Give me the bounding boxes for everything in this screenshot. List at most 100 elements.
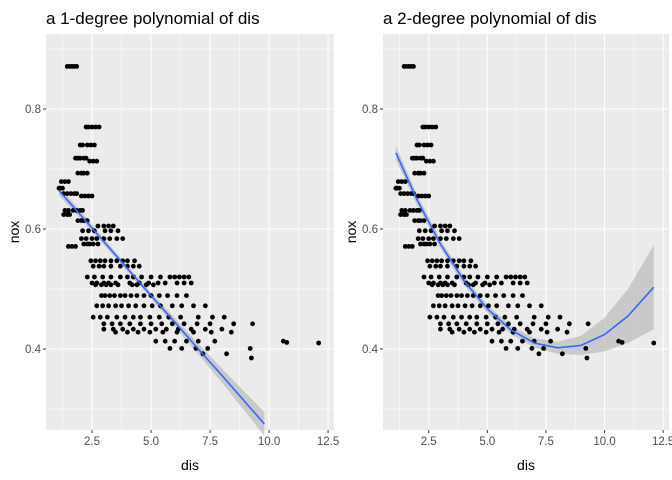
- left-data-point: [191, 303, 196, 309]
- right-data-point: [515, 303, 521, 309]
- panel-left-points: [56, 64, 322, 361]
- left-data-point: [114, 258, 120, 264]
- right-data-point: [450, 314, 456, 320]
- left-data-point: [156, 293, 162, 298]
- left-data-point: [90, 241, 96, 247]
- panel-left-title: a 1-degree polynomial of dis: [46, 9, 260, 28]
- left-data-point: [134, 282, 140, 288]
- right-data-point: [459, 293, 464, 298]
- left-data-point: [101, 223, 107, 229]
- left-data-point: [195, 338, 201, 344]
- left-data-point: [58, 179, 64, 185]
- right-data-point: [427, 241, 433, 247]
- panel-left-ticks: 2.5 5.0 7.5 10.0 12.5 0.4 0.6 0.8: [25, 104, 339, 448]
- left-data-point: [130, 263, 136, 269]
- left-data-point: [114, 236, 120, 242]
- right-data-point: [426, 236, 432, 242]
- right-data-point: [475, 274, 481, 280]
- left-data-point: [114, 314, 120, 320]
- right-data-point: [435, 293, 441, 298]
- left-data-point: [130, 326, 136, 332]
- left-data-point: [179, 303, 185, 309]
- left-data-point: [90, 263, 96, 269]
- left-data-point: [83, 236, 89, 242]
- right-y-tick-label: 0.6: [362, 224, 378, 236]
- right-data-point: [522, 274, 528, 280]
- left-x-tick-label: 10.0: [258, 436, 280, 448]
- left-x-tick-label: 2.5: [84, 436, 100, 448]
- left-data-point: [207, 321, 213, 327]
- right-data-point: [454, 321, 460, 327]
- right-data-point: [425, 142, 430, 148]
- left-data-point: [138, 321, 143, 327]
- right-data-point: [416, 228, 422, 234]
- panel-right-title: a 2-degree polynomial of dis: [383, 9, 597, 28]
- right-data-point: [502, 314, 508, 320]
- left-data-point: [89, 236, 95, 242]
- panel-right-grid: [383, 34, 669, 430]
- right-data-point: [436, 303, 442, 309]
- right-x-tick-label: 7.5: [538, 436, 554, 448]
- left-data-point: [126, 303, 132, 309]
- right-data-point: [422, 228, 428, 234]
- left-data-point: [69, 244, 75, 249]
- left-data-point: [205, 346, 211, 351]
- right-data-point: [508, 274, 514, 280]
- right-data-point: [429, 258, 435, 264]
- right-data-point: [427, 314, 433, 320]
- left-data-point: [73, 244, 78, 249]
- left-data-point: [107, 236, 113, 242]
- left-data-point: [155, 280, 161, 286]
- left-data-point: [79, 236, 84, 242]
- left-data-point: [97, 314, 103, 320]
- left-data-point: [94, 236, 100, 242]
- right-data-point: [543, 321, 549, 327]
- left-data-point: [84, 142, 90, 148]
- right-data-point: [484, 293, 490, 298]
- right-data-point: [416, 142, 422, 148]
- left-data-point: [104, 314, 110, 320]
- left-data-point: [84, 274, 90, 280]
- right-x-tick-label: 10.0: [593, 436, 615, 448]
- right-data-point: [530, 321, 536, 327]
- left-data-point: [122, 293, 128, 298]
- left-data-point: [135, 329, 141, 335]
- right-data-point: [426, 124, 432, 130]
- right-fit-line-path: [395, 152, 655, 349]
- left-data-point: [66, 179, 71, 185]
- left-data-point: [112, 293, 117, 298]
- left-data-point: [228, 329, 234, 335]
- right-data-point: [445, 258, 450, 264]
- right-data-point: [442, 223, 448, 229]
- left-data-point: [96, 124, 102, 130]
- right-data-point: [402, 179, 408, 185]
- right-data-point: [472, 329, 477, 335]
- right-data-point: [513, 274, 518, 280]
- right-data-point: [407, 208, 413, 213]
- left-data-point: [119, 303, 124, 309]
- right-data-point: [498, 338, 504, 344]
- right-data-point: [404, 212, 409, 218]
- left-data-point: [94, 303, 100, 309]
- right-data-point: [435, 282, 441, 288]
- right-data-point: [469, 303, 475, 309]
- right-data-point: [427, 263, 433, 269]
- right-data-point: [467, 326, 473, 332]
- panel-left-fit-line: [58, 190, 265, 425]
- left-data-point: [107, 293, 113, 298]
- right-data-point: [445, 228, 450, 234]
- right-data-point: [431, 236, 436, 242]
- left-data-point: [202, 326, 208, 332]
- left-data-point: [163, 326, 169, 332]
- left-data-point: [64, 191, 70, 197]
- right-data-point: [467, 314, 473, 320]
- right-data-point: [470, 282, 476, 288]
- left-data-point: [88, 258, 94, 264]
- panel-right: a 2-degree polynomial of dis 2.5 5.0 7.5 10…: [343, 9, 672, 473]
- left-data-point: [113, 303, 119, 309]
- left-data-point: [101, 321, 107, 327]
- right-data-point: [421, 218, 427, 224]
- right-data-point: [483, 314, 489, 320]
- left-data-point: [94, 158, 100, 164]
- left-data-point: [174, 280, 180, 286]
